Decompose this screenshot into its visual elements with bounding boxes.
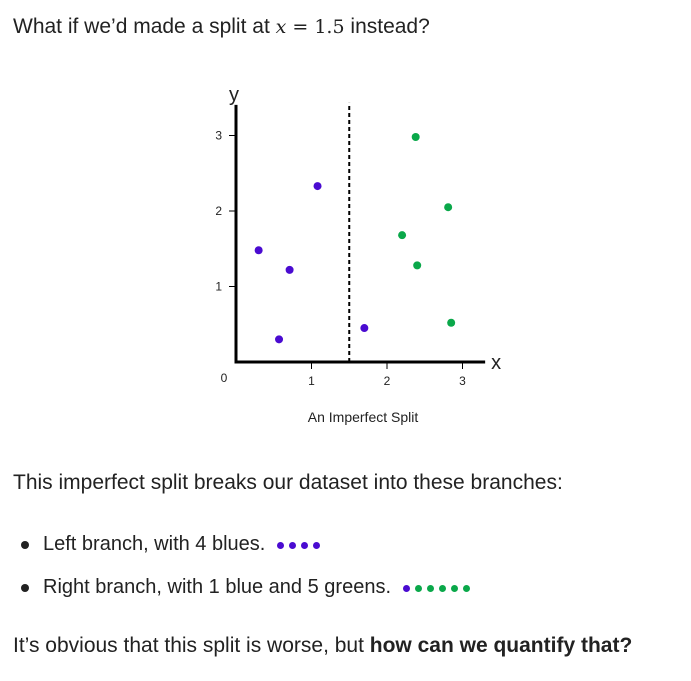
green-dot [414,584,422,592]
list-item-right-branch: Right branch, with 1 blue and 5 greens. [0,573,475,616]
x-tick-label: 3 [459,374,466,388]
bullet-icon [21,584,29,592]
question-prefix: What if we’d made a split at [13,15,276,38]
conclusion-bold: how can we quantify that? [369,634,633,657]
green-point [447,318,456,327]
y-tick-label: 1 [215,280,222,294]
x-tick-label: 2 [384,374,391,388]
right-branch-text: Right branch, with 1 blue and 5 greens. [43,576,391,598]
conclusion-plain: It’s obvious that this split is worse, b… [13,634,370,657]
scatter-chart: 1 2 3 1 2 3 0 x y [215,88,501,388]
y-axis-label: y [229,88,239,106]
blue-point [360,324,369,333]
chart-layer: 1 2 3 1 2 3 0 x y [215,88,501,388]
question-suffix: instead? [344,15,430,38]
green-point [444,203,453,212]
y-tick-label: 2 [215,204,222,218]
x-axis-label: x [491,352,501,374]
left-branch-text: Left branch, with 4 blues. [43,533,266,555]
bullet-icon [21,541,29,549]
question-heading: What if we’d made a split at x = 1.5 ins… [13,14,430,40]
green-dot [462,584,470,592]
blue-point [313,182,322,191]
left-branch-dots [276,531,325,559]
blue-dot [402,584,410,592]
blue-dot [276,541,284,549]
chart-caption: An Imperfect Split [307,409,419,425]
origin-label: 0 [221,371,228,385]
blue-dot [312,541,320,549]
x-tick-label: 1 [308,374,315,388]
math-equals-value: = 1.5 [286,16,345,38]
branch-list: Left branch, with 4 blues. Right branch,… [0,530,475,616]
blue-point [275,335,284,344]
green-point [398,231,407,240]
y-tick-label: 3 [215,129,222,143]
conclusion-paragraph: It’s obvious that this split is worse, b… [13,633,632,659]
list-item-left-branch: Left branch, with 4 blues. [0,530,475,573]
green-dot [450,584,458,592]
intro-paragraph: This imperfect split breaks our dataset … [13,471,563,494]
blue-point [285,265,294,274]
green-dot [426,584,434,592]
green-point [413,261,422,270]
blue-point [254,246,263,255]
green-point [411,133,420,142]
right-branch-dots [402,574,475,602]
blue-dot [288,541,296,549]
math-variable: x [275,16,287,38]
blue-dot [300,541,308,549]
green-dot [438,584,446,592]
